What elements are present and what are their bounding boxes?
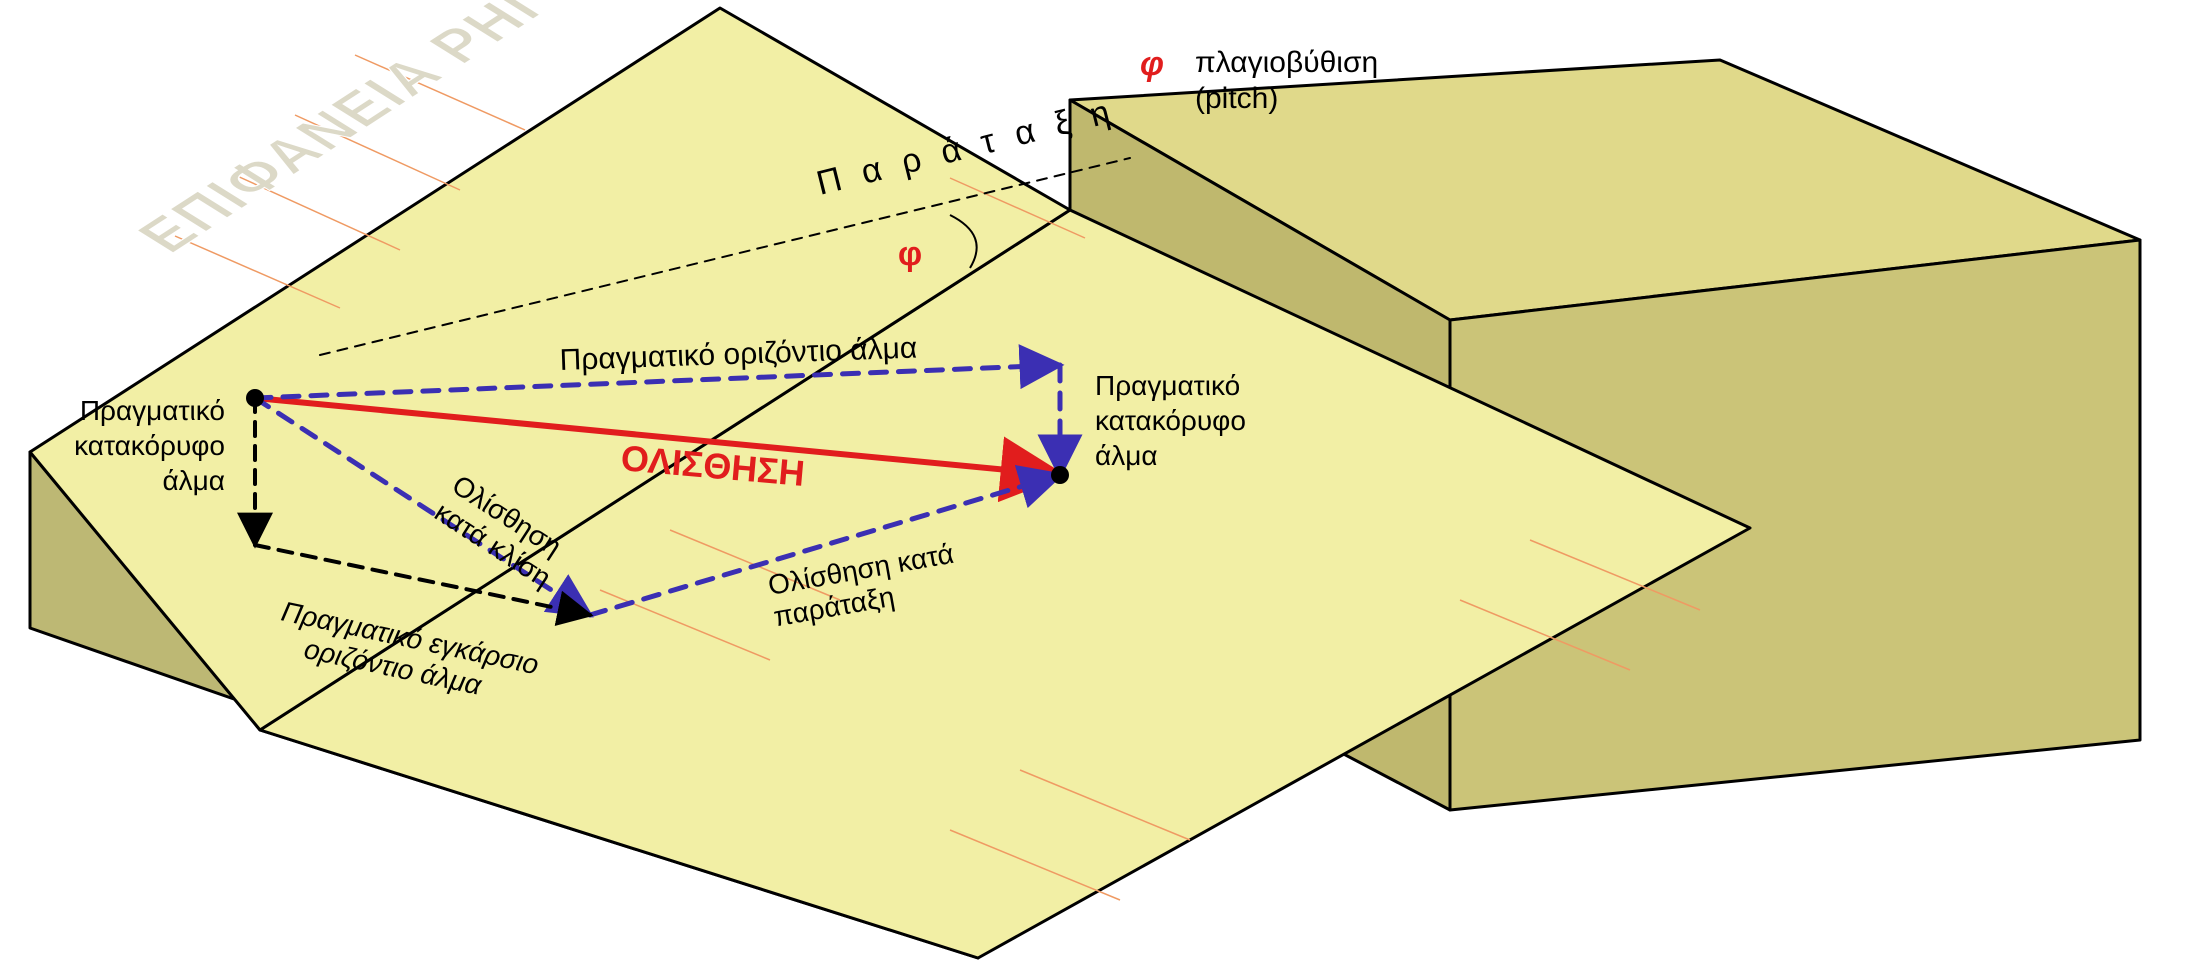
- legend-phi-symbol: φ: [1140, 45, 1164, 83]
- point-B: [1051, 466, 1069, 484]
- true-vertical-right-label-1: Πραγματικό: [1095, 370, 1240, 401]
- true-vertical-right-label-2: κατακόρυφο: [1095, 405, 1246, 436]
- true-vertical-left-label-1: Πραγματικό: [80, 395, 225, 426]
- true-vertical-left-label-2: κατακόρυφο: [74, 430, 225, 461]
- phi-label: φ: [898, 235, 922, 273]
- true-vertical-right-label-3: άλμα: [1095, 440, 1158, 471]
- legend-pitch-gr: πλαγιοβύθιση: [1195, 46, 1378, 79]
- true-vertical-left-label-3: άλμα: [162, 465, 225, 496]
- point-A: [246, 389, 264, 407]
- legend-pitch-en: (pitch): [1195, 82, 1278, 115]
